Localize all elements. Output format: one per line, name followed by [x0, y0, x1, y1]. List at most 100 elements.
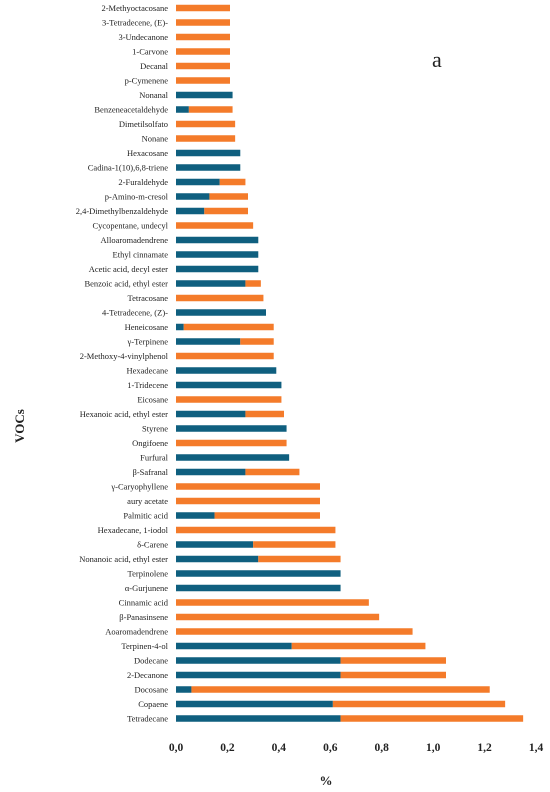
bar-segment-series-2: [176, 497, 320, 505]
bar-segment-series-1: [176, 149, 241, 157]
category-label: 1-Tridecene: [127, 380, 168, 390]
bar-segment-series-1: [176, 91, 233, 99]
bar-segment-series-1: [176, 686, 192, 693]
category-label: Dodecane: [134, 656, 168, 666]
bar-segment-series-2: [176, 613, 380, 621]
bar-segment-series-1: [176, 265, 259, 273]
bar-segment-series-2: [176, 483, 320, 490]
category-label: Hexacosane: [127, 148, 168, 158]
bar-segment-series-2: [291, 642, 426, 650]
panel-label: a: [432, 47, 442, 72]
bar-segment-series-2: [176, 19, 230, 26]
category-label: Acetic acid, decyl ester: [89, 264, 168, 274]
category-label: Terpinolene: [128, 569, 169, 579]
bar-segment-series-2: [176, 77, 230, 84]
category-label: Tetradecane: [127, 714, 168, 724]
x-tick-label: 1,0: [426, 742, 441, 754]
category-label: Ongifoene: [132, 438, 168, 448]
category-label: 4-Tetradecene, (Z)-: [102, 308, 168, 318]
bar-segment-series-2: [176, 135, 236, 142]
bar-segment-series-1: [176, 454, 290, 461]
category-label: 2-Methoxy-4-vinylphenol: [80, 351, 169, 361]
category-label: Alloaromadendrene: [101, 235, 169, 245]
x-axis-title: %: [320, 773, 333, 788]
bar-segment-series-2: [219, 178, 246, 186]
category-label: Benzeneacetaldehyde: [94, 105, 168, 115]
category-label: Benzoic acid, ethyl ester: [84, 279, 168, 289]
bar-segment-series-1: [176, 425, 287, 432]
bar-segment-series-2: [176, 294, 264, 302]
bar-segment-series-1: [176, 193, 210, 200]
bar-segment-series-1: [176, 512, 215, 519]
bar-segment-series-1: [176, 178, 220, 186]
category-label: Cadina-1(10),6,8-triene: [88, 163, 168, 173]
bar-segment-series-2: [176, 396, 282, 403]
bar-segment-series-1: [176, 207, 205, 215]
bar-segment-series-2: [176, 599, 369, 606]
category-label: γ-Caryophyllene: [110, 482, 168, 492]
bar-segment-series-2: [176, 352, 274, 360]
category-label: Cycopentane, undecyl: [92, 221, 168, 231]
bar-segment-series-1: [176, 541, 254, 548]
bar-segment-series-1: [176, 367, 277, 374]
bar-segment-series-2: [245, 280, 261, 287]
bars-group: [176, 4, 524, 722]
category-label: α-Gurjunene: [125, 583, 168, 593]
bar-segment-series-2: [183, 323, 274, 331]
category-label: Dimetilsolfato: [119, 119, 168, 129]
category-label: δ-Carene: [137, 540, 168, 550]
category-label: 2-Furaldehyde: [118, 177, 168, 187]
bar-segment-series-2: [245, 410, 284, 418]
category-label: β-Panasinsene: [119, 612, 168, 622]
bar-segment-series-1: [176, 251, 259, 258]
category-label: Terpinen-4-ol: [121, 641, 168, 651]
bar-segment-series-1: [176, 381, 282, 389]
x-tick-label: 0,8: [375, 742, 390, 754]
bar-segment-series-1: [176, 410, 246, 418]
bar-segment-series-1: [176, 715, 341, 722]
category-label: Copaene: [138, 699, 168, 709]
bar-segment-series-1: [176, 468, 246, 476]
category-label: 3-Undecanone: [118, 32, 168, 42]
bar-segment-series-1: [176, 570, 341, 577]
category-label: p-Amino-m-cresol: [105, 192, 169, 202]
bar-segment-series-2: [204, 207, 248, 215]
category-label: Nonane: [142, 134, 169, 144]
bar-segment-series-1: [176, 671, 341, 679]
x-tick-label: 0,0: [169, 742, 184, 754]
x-tick-label: 0,6: [323, 742, 338, 754]
category-label: Hexanoic acid, ethyl ester: [80, 409, 168, 419]
category-label: Palmitic acid: [123, 511, 168, 521]
category-label: Nonanoic acid, ethyl ester: [79, 554, 168, 564]
category-label: Hexadecane, 1-iodol: [98, 525, 169, 535]
bar-segment-series-1: [176, 164, 241, 171]
bar-segment-series-1: [176, 280, 246, 287]
bar-segment-series-2: [240, 338, 274, 345]
x-tick-labels: 0,0 0,2 0,4 0,6 0,8 1,0 1,2 1,4: [169, 742, 544, 754]
bar-segment-series-2: [245, 468, 300, 476]
bar-segment-series-2: [176, 628, 413, 635]
bar-segment-series-1: [176, 584, 341, 592]
bar-segment-series-2: [340, 715, 524, 722]
bar-segment-series-2: [176, 439, 287, 447]
bar-segment-series-1: [176, 106, 189, 113]
x-tick-label: 0,4: [272, 742, 287, 754]
category-label: aury acetate: [127, 496, 168, 506]
bar-segment-series-2: [340, 657, 446, 664]
bar-segment-series-1: [176, 657, 341, 664]
bar-segment-series-2: [332, 700, 506, 708]
x-tick-label: 0,2: [220, 742, 235, 754]
category-label: Eicosane: [137, 395, 168, 405]
category-label: Styrene: [142, 424, 168, 434]
category-label: 3-Tetradecene, (E)-: [102, 18, 168, 28]
category-label: 2-Methyoctacosane: [101, 3, 168, 13]
bar-segment-series-1: [176, 323, 184, 331]
bar-segment-series-2: [214, 512, 320, 519]
bar-segment-series-2: [176, 526, 336, 534]
y-axis-title: VOCs: [12, 409, 27, 443]
bar-segment-series-2: [176, 4, 230, 12]
bar-segment-series-2: [176, 62, 230, 70]
bar-segment-series-2: [176, 33, 230, 41]
x-tick-label: 1,2: [477, 742, 492, 754]
